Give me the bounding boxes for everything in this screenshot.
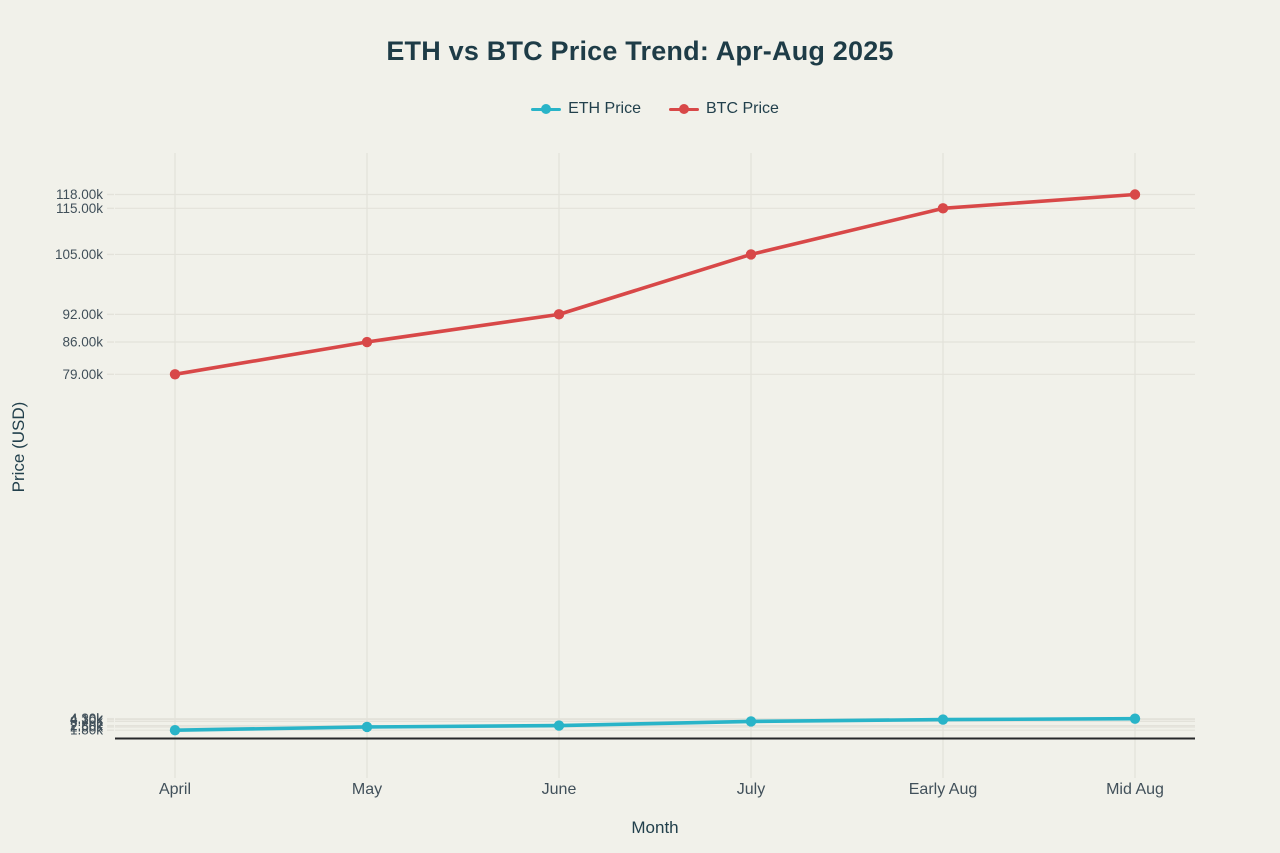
btc-price-line — [173, 192, 1137, 377]
y-tick-label: 118.00k — [56, 187, 103, 202]
legend-label-eth: ETH Price — [568, 100, 641, 117]
y-tick-label: 1.80k — [70, 723, 103, 738]
y-tick-label: 105.00k — [55, 247, 103, 262]
y-tick-label: 4.10k — [70, 712, 103, 727]
y-tick-label: 2.50k — [70, 719, 103, 734]
btc-data-point — [361, 336, 373, 348]
legend-label-btc: BTC Price — [706, 100, 779, 117]
eth-line-marker-icon — [531, 104, 562, 114]
eth-data-point — [169, 725, 181, 736]
eth-data-point — [1129, 713, 1141, 724]
legend-item-eth[interactable]: ETH Price — [531, 100, 641, 118]
y-tick-label: 2.80k — [70, 718, 103, 733]
eth-data-point — [745, 716, 757, 727]
btc-line-marker-icon — [669, 104, 699, 114]
x-tick-label: May — [352, 781, 382, 798]
y-tick-label: 79.00k — [62, 367, 103, 382]
eth-data-point — [937, 714, 949, 725]
btc-data-point — [553, 309, 565, 320]
y-axis-title: Price (USD) — [9, 401, 28, 493]
x-tick-label: April — [159, 781, 191, 798]
btc-data-point — [169, 369, 181, 380]
y-tick-label: 115.00k — [56, 201, 103, 216]
x-tick-label: Early Aug — [909, 781, 977, 798]
x-tick-label: Mid Aug — [1106, 781, 1164, 798]
x-tick-label: July — [737, 781, 765, 798]
x-axis-title: Month — [631, 818, 679, 837]
chart-title: ETH vs BTC Price Trend: Apr-Aug 2025 — [386, 36, 894, 66]
eth-price-line — [173, 716, 1137, 733]
eth-data-point — [361, 721, 373, 733]
chart-legend: ETH Price BTC Price — [115, 100, 1195, 118]
btc-data-point — [745, 249, 757, 260]
legend-item-btc[interactable]: BTC Price — [669, 100, 779, 118]
y-tick-label: 4.30k — [70, 711, 103, 726]
btc-data-point — [1129, 189, 1141, 200]
y-tick-label: 86.00k — [62, 335, 103, 350]
x-tick-label: June — [542, 781, 577, 798]
eth-data-point — [553, 720, 565, 731]
y-tick-label: 3.70k — [70, 714, 103, 729]
y-tick-label: 92.00k — [62, 307, 103, 322]
btc-data-point — [937, 203, 949, 214]
